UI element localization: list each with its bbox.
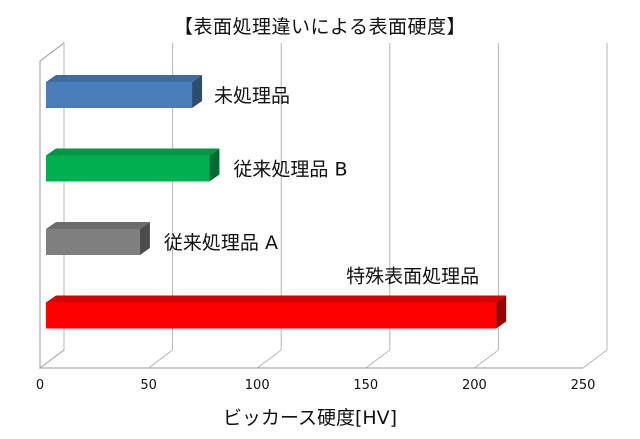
x-tick-label: 50: [140, 378, 157, 393]
bar-top-2: [46, 222, 150, 229]
bar-label-3: 特殊表面処理品: [346, 266, 479, 288]
x-tick-label: 0: [36, 378, 44, 393]
bar-side-3: [496, 295, 507, 329]
floor-gridline: [365, 349, 391, 369]
bar-0: [46, 82, 193, 108]
x-tick-label: 250: [571, 378, 596, 393]
bar-top-3: [46, 295, 507, 303]
bar-side-1: [209, 148, 220, 182]
bar-label-1: 従来処理品 B: [233, 159, 347, 181]
x-axis-ticks: 0 50 100 150 200 250: [36, 378, 596, 393]
bars: [46, 75, 507, 329]
x-tick-label: 100: [245, 378, 270, 393]
bar-top-0: [46, 75, 203, 82]
bar-side-2: [139, 222, 150, 255]
floor-gridline: [256, 349, 282, 369]
bar-label-0: 未処理品: [214, 85, 290, 107]
bar-side-0: [192, 75, 203, 108]
bar-label-2: 従来処理品 A: [164, 232, 278, 254]
bar-top-1: [46, 148, 220, 156]
chart-title: 【表面処理違いによる表面硬度】: [174, 16, 466, 38]
x-tick-label: 200: [462, 378, 487, 393]
bar-2: [46, 229, 140, 255]
floor-gridline: [39, 349, 65, 369]
bar-3: [46, 302, 497, 329]
bar-1: [46, 155, 210, 182]
floor-gridline: [474, 349, 499, 369]
x-axis-label: ビッカース硬度[HV]: [223, 407, 397, 429]
x-tick-label: 150: [353, 378, 378, 393]
floor-gridline: [148, 349, 173, 369]
floor-gridline: [582, 349, 608, 369]
